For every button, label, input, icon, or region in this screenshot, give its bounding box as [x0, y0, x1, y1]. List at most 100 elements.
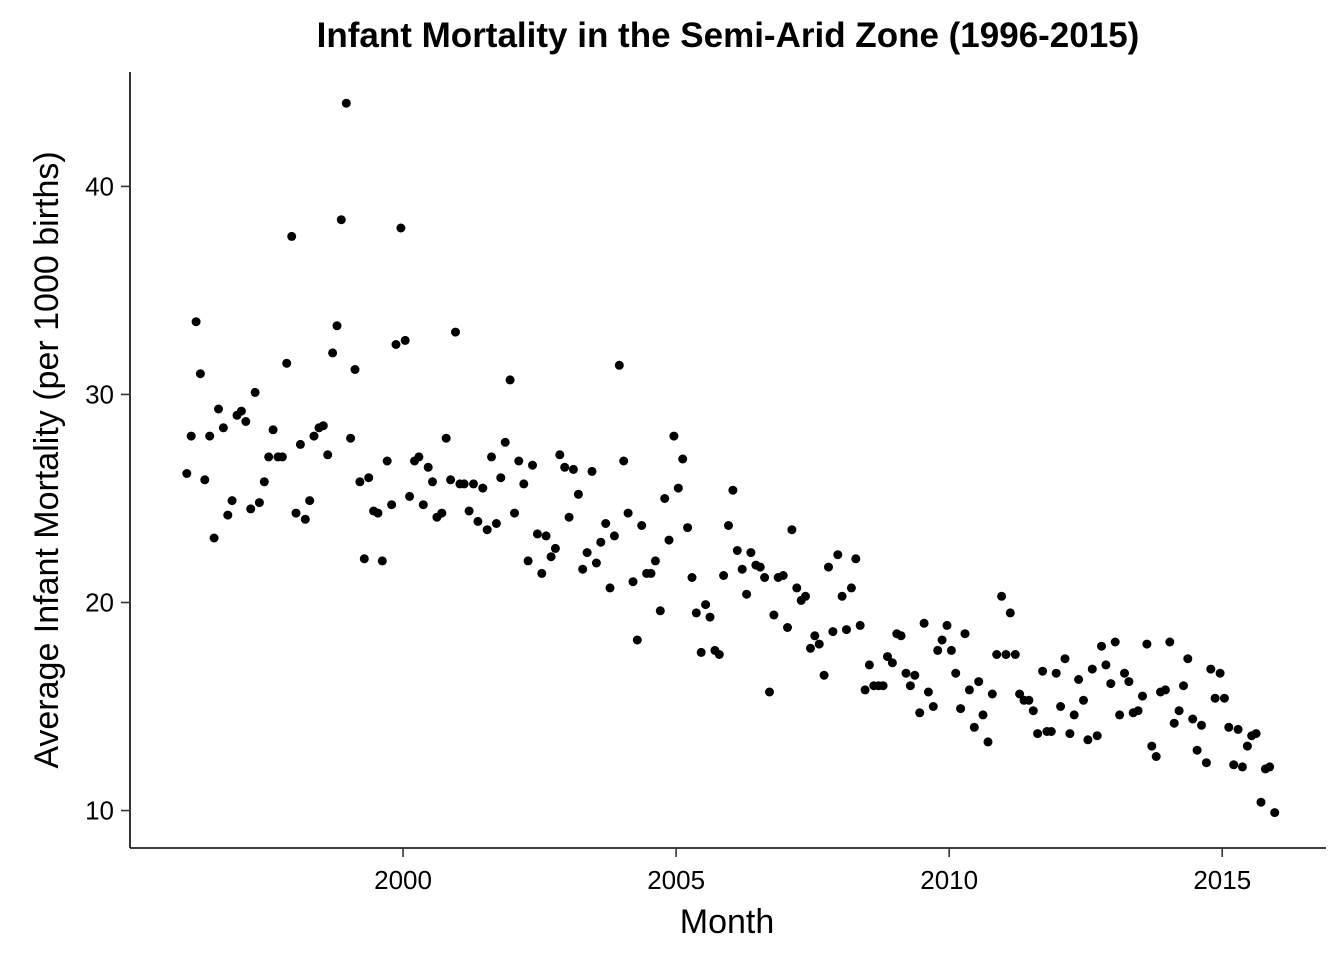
- data-point: [801, 591, 810, 601]
- data-point: [1069, 710, 1079, 720]
- data-point: [992, 650, 1002, 659]
- data-point: [1010, 650, 1020, 659]
- data-point: [1233, 724, 1243, 734]
- data-point: [1179, 681, 1188, 691]
- data-point: [1038, 666, 1048, 676]
- data-point: [942, 620, 952, 630]
- data-point: [287, 231, 297, 241]
- data-point: [350, 365, 360, 374]
- data-point: [254, 498, 264, 508]
- data-point: [591, 558, 601, 568]
- data-point: [282, 358, 292, 368]
- data-point: [405, 491, 415, 501]
- data-point: [719, 571, 729, 580]
- data-point: [1142, 639, 1152, 649]
- data-point: [983, 737, 993, 747]
- data-point: [696, 647, 706, 657]
- data-point: [1151, 752, 1161, 761]
- data-point: [1206, 664, 1216, 674]
- data-point: [505, 375, 515, 385]
- data-point: [724, 521, 733, 530]
- data-point: [514, 456, 524, 466]
- data-point: [769, 610, 779, 620]
- data-point: [346, 433, 356, 443]
- y-tick-label: 30: [85, 379, 114, 409]
- data-point: [705, 612, 715, 622]
- data-point: [646, 568, 656, 578]
- data-point: [787, 525, 797, 535]
- data-point: [960, 629, 970, 639]
- data-point: [1160, 685, 1170, 695]
- data-point: [910, 670, 920, 680]
- data-point: [478, 483, 488, 493]
- data-point: [332, 321, 342, 331]
- data-point: [295, 439, 305, 449]
- data-point: [824, 562, 833, 572]
- data-point: [1115, 710, 1125, 720]
- data-point: [946, 645, 956, 655]
- data-point: [905, 681, 915, 691]
- data-point: [209, 533, 219, 543]
- data-point: [423, 462, 433, 472]
- data-point: [956, 704, 966, 714]
- data-point: [678, 454, 688, 464]
- data-point: [951, 668, 961, 678]
- data-point: [664, 535, 674, 545]
- x-tick-label: 2010: [920, 865, 978, 895]
- data-point: [714, 650, 724, 659]
- data-point: [1028, 706, 1038, 716]
- data-point: [737, 564, 747, 574]
- data-point: [1174, 706, 1184, 716]
- data-point: [496, 473, 506, 483]
- axes: [129, 72, 1326, 849]
- data-point: [391, 340, 401, 349]
- data-point: [783, 623, 792, 632]
- data-point: [373, 508, 383, 518]
- data-point: [1237, 762, 1247, 772]
- data-point: [341, 98, 351, 108]
- data-point: [396, 223, 406, 233]
- data-point: [418, 500, 428, 510]
- data-point: [1001, 650, 1011, 659]
- data-point: [819, 670, 829, 680]
- data-point: [1138, 691, 1147, 701]
- data-point: [441, 433, 451, 443]
- data-point: [605, 583, 615, 593]
- data-point: [587, 466, 597, 476]
- data-point: [1251, 729, 1261, 739]
- data-point: [464, 506, 474, 516]
- data-point: [1079, 695, 1088, 705]
- data-point: [1087, 664, 1097, 674]
- data-point: [500, 437, 510, 447]
- data-point: [1147, 741, 1157, 751]
- data-point: [746, 548, 756, 558]
- data-point: [437, 508, 447, 518]
- data-point: [582, 548, 592, 558]
- data-point: [182, 469, 192, 478]
- data-point: [969, 722, 979, 732]
- data-point: [860, 685, 870, 695]
- data-point: [268, 425, 278, 435]
- y-axis-title: Average Infant Mortality (per 1000 birth…: [28, 151, 66, 768]
- data-point: [1051, 668, 1061, 678]
- data-point: [673, 483, 683, 493]
- data-point: [482, 525, 492, 535]
- data-point: [1101, 660, 1111, 670]
- data-point: [550, 543, 560, 553]
- data-point: [382, 456, 392, 466]
- data-point: [833, 550, 843, 560]
- data-point: [305, 496, 315, 506]
- data-point: [1270, 808, 1280, 818]
- data-point: [227, 496, 237, 506]
- data-point: [855, 620, 865, 630]
- data-point: [978, 710, 988, 720]
- data-point: [683, 523, 693, 533]
- data-point: [637, 521, 647, 530]
- data-point: [896, 631, 906, 641]
- data-point: [537, 568, 547, 578]
- data-point: [387, 500, 397, 510]
- data-point: [364, 473, 374, 483]
- data-point: [851, 554, 861, 564]
- data-point: [1120, 668, 1129, 678]
